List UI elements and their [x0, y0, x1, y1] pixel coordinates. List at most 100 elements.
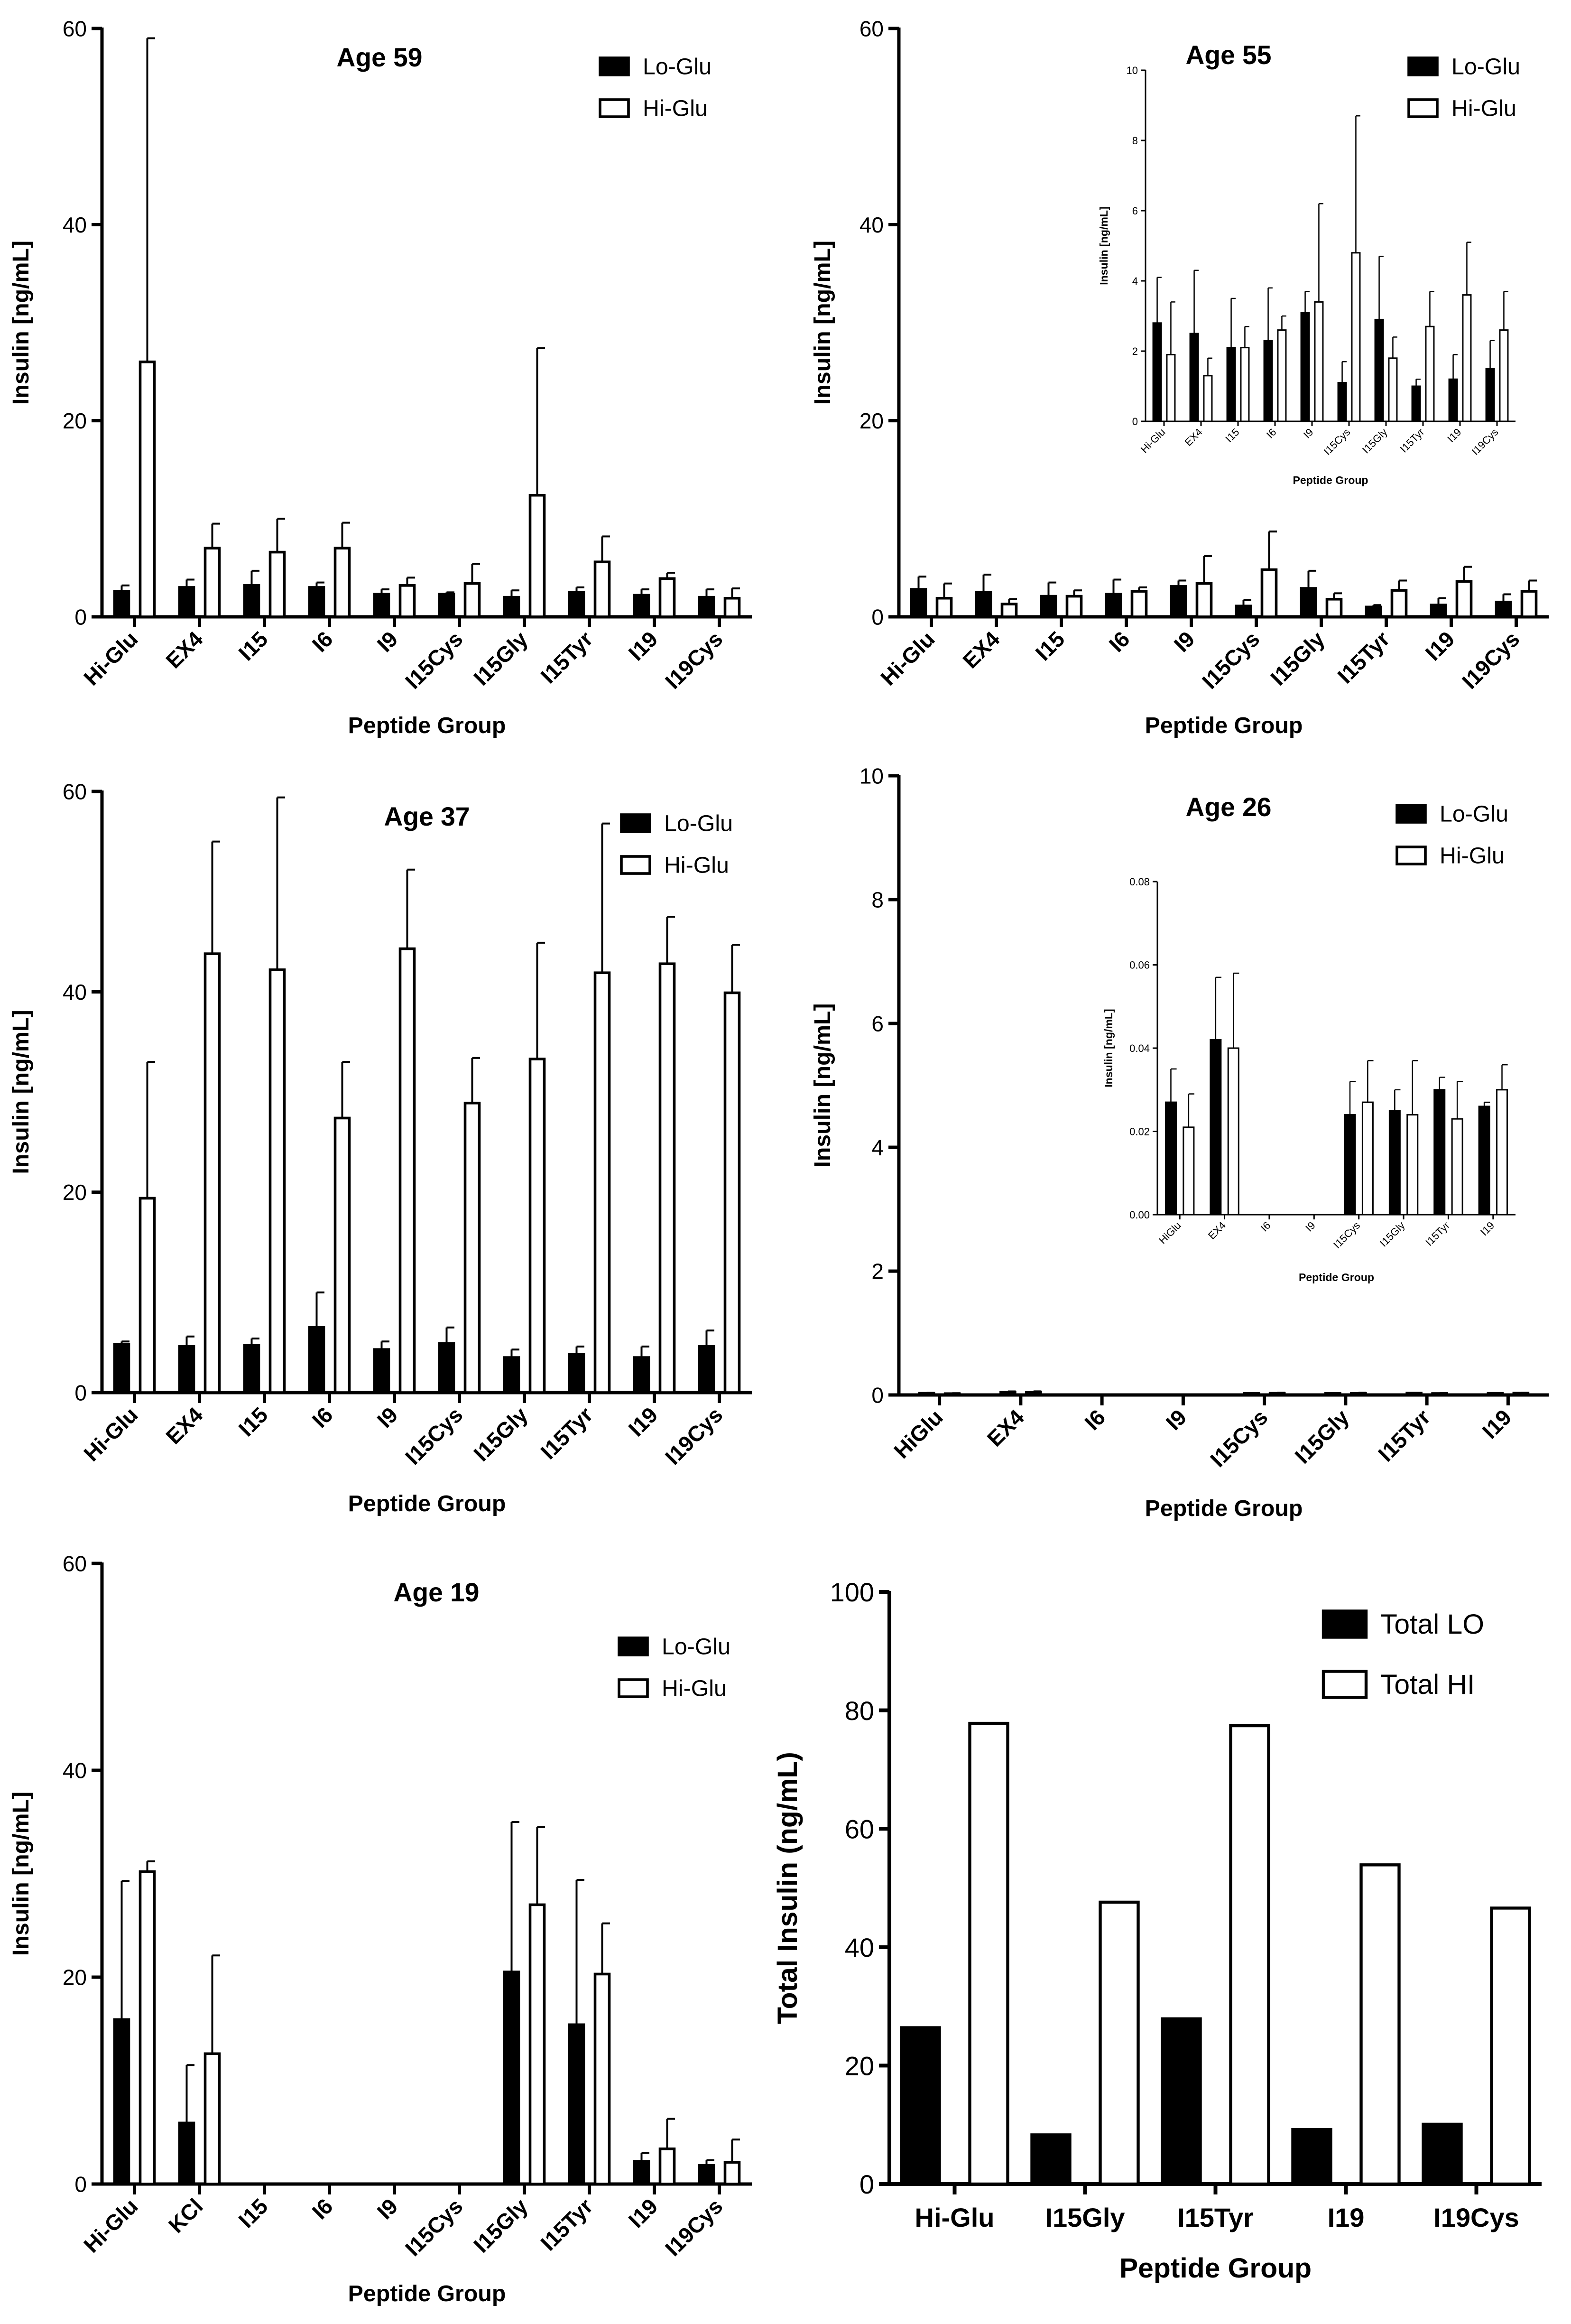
legend-label: Lo-Glu: [662, 1634, 730, 1660]
y-tick-label: 60: [63, 17, 87, 41]
x-tick-label: I9: [1169, 626, 1200, 657]
bar-lo: [113, 590, 130, 618]
inset-bar-hi: [1277, 329, 1287, 422]
chart-title: Age 59: [337, 43, 423, 72]
x-tick-label: Hi-Glu: [876, 626, 939, 690]
inset-bar-lo: [1448, 378, 1458, 422]
chart-title: Age 55: [1186, 40, 1272, 70]
x-tick-label: I19: [624, 1402, 663, 1441]
legend-label: Lo-Glu: [664, 811, 733, 837]
inset-bar-lo: [1152, 322, 1162, 422]
inset-x-tick-label: I19: [1478, 1219, 1497, 1238]
inset-y-tick-label: 0.08: [1129, 876, 1150, 888]
legend-swatch: [599, 56, 630, 76]
bar-hi: [935, 596, 953, 618]
x-tick-label: I19Cys: [1433, 2203, 1519, 2232]
bar-hi: [528, 1903, 546, 2185]
bar-lo: [373, 1348, 390, 1394]
y-tick-label: 0: [74, 1381, 87, 1405]
inset-bar-hi: [1451, 1118, 1463, 1216]
bar-lo: [1495, 601, 1512, 618]
legend-swatch: [1321, 1670, 1368, 1699]
inset-bar-hi: [1203, 375, 1213, 422]
y-tick-label: 20: [63, 1965, 87, 1990]
x-tick-label: I19: [624, 2194, 663, 2232]
x-tick-label: I19: [1477, 1404, 1516, 1443]
y-tick-label: 60: [845, 1814, 874, 1844]
y-tick-label: 0: [871, 605, 884, 630]
bar-lo: [633, 594, 650, 618]
chart-title: Age 26: [1186, 792, 1272, 822]
inset-bar-lo: [1263, 340, 1273, 422]
bar-lo: [243, 584, 260, 618]
bar-lo: [1422, 2122, 1463, 2186]
bar-hi: [333, 1116, 351, 1394]
bar-lo: [1170, 585, 1187, 618]
x-tick-label: I15Gly: [469, 1402, 533, 1466]
x-tick-label: EX4: [982, 1404, 1029, 1451]
y-axis-label: Insulin [ng/mL]: [810, 1003, 835, 1167]
bar-hi: [1260, 568, 1278, 618]
bar-lo: [503, 1356, 520, 1394]
y-tick-label: 60: [859, 17, 884, 41]
x-tick-label: I15Gly: [1266, 626, 1330, 690]
bar-lo: [503, 1971, 520, 2185]
inset-x-tick-label: I15: [1223, 426, 1241, 445]
inset-bar-lo: [1337, 382, 1347, 422]
legend: Lo-Glu Hi-Glu: [599, 54, 712, 121]
x-tick-label: I9: [372, 2194, 403, 2224]
bar-lo: [243, 1344, 260, 1394]
legend: Lo-Glu Hi-Glu: [1407, 54, 1520, 121]
inset-x-tick-label: I15Cys: [1321, 426, 1352, 457]
bar-lo: [1040, 595, 1057, 618]
bar-hi: [463, 582, 481, 618]
bar-hi: [658, 2147, 676, 2185]
x-axis-label: Peptide Group: [1145, 713, 1303, 738]
bar-lo: [178, 1345, 195, 1394]
inset-bar-lo: [1210, 1039, 1222, 1216]
x-tick-label: I19: [624, 626, 663, 665]
bar-lo: [308, 1326, 325, 1394]
bar-hi: [1390, 589, 1408, 618]
inset-bar-lo: [1478, 1106, 1490, 1216]
inset-y-tick-label: 0.06: [1129, 959, 1150, 971]
legend-swatch: [599, 98, 630, 118]
bar-hi: [1520, 590, 1538, 618]
inset-x-tick-label: I9: [1303, 1219, 1318, 1234]
bar-lo: [1105, 593, 1122, 618]
x-tick-label: I15Tyr: [536, 1402, 597, 1464]
legend-label: Hi-Glu: [1451, 96, 1516, 121]
inset-bar-hi: [1351, 252, 1361, 422]
inset-bar-hi: [1496, 1089, 1508, 1216]
bar-lo: [1030, 2133, 1072, 2186]
chart-6: 0 20 40 60 80 100 Hi-Glu I15Gly I15Tyr I19 I19Cys P…: [772, 1577, 1542, 2284]
inset-y-tick-label: 2: [1132, 345, 1138, 357]
inset-y-tick-label: 4: [1132, 275, 1138, 287]
bar-hi: [1229, 1724, 1270, 2186]
legend-swatch: [1395, 804, 1427, 824]
bar-lo: [698, 2164, 715, 2185]
bar-hi: [528, 493, 546, 618]
y-tick-label: 60: [63, 780, 87, 804]
x-axis-label: Peptide Group: [348, 1491, 506, 1516]
bar-hi: [398, 584, 416, 618]
bar-lo: [178, 2121, 195, 2185]
inset-bar-lo: [1485, 368, 1495, 422]
y-axis-label: Insulin [ng/mL]: [8, 1010, 34, 1174]
inset-bar-lo: [1300, 312, 1310, 422]
legend-label: Total LO: [1380, 1609, 1484, 1640]
y-tick-label: 4: [871, 1135, 884, 1160]
x-tick-label: I15Gly: [469, 2194, 533, 2258]
bar-hi: [203, 547, 221, 618]
inset-x-tick-label: I15Tyr: [1398, 426, 1427, 455]
bar-hi: [1099, 1900, 1140, 2186]
x-tick-label: Hi-Glu: [79, 1402, 142, 1466]
y-tick-label: 20: [63, 409, 87, 433]
inset-bar-lo: [1433, 1089, 1446, 1216]
inset-x-tick-label: HiGlu: [1156, 1219, 1183, 1246]
legend-swatch: [1407, 98, 1439, 118]
bar-lo: [113, 2018, 130, 2185]
bar-hi: [1455, 580, 1473, 618]
x-tick-label: I19Cys: [1457, 626, 1525, 694]
